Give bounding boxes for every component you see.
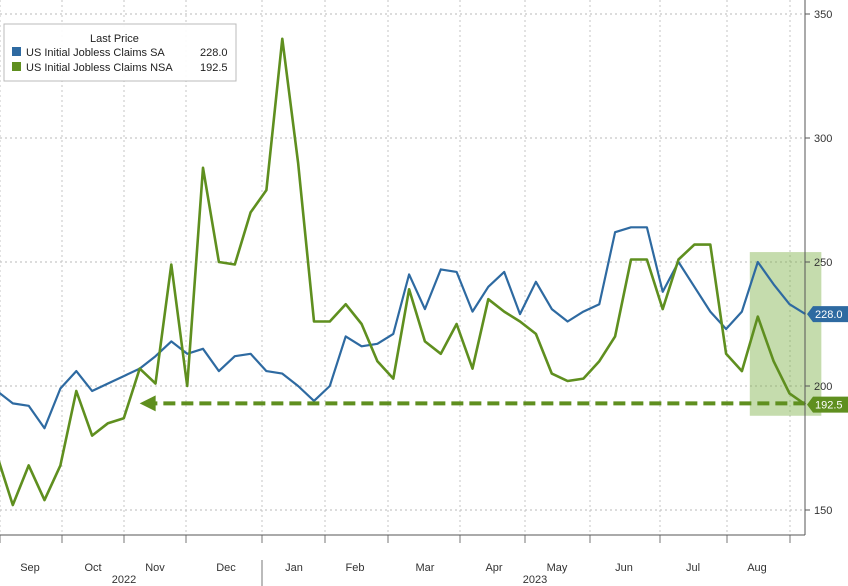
x-tick-label: Jun [615, 562, 633, 574]
highlight-region [749, 252, 822, 416]
x-tick-label: Sep [20, 562, 40, 574]
highlight-box [749, 252, 822, 416]
x-tick-label: Apr [485, 562, 502, 574]
x-tick-label: Jan [285, 562, 303, 574]
legend: Last Price US Initial Jobless Claims SA … [3, 23, 237, 82]
legend-value-sa: 228.0 [200, 47, 228, 59]
series-line-nsa [0, 37, 807, 507]
tag-label-nsa: 192.5 [815, 400, 843, 412]
series-lines [0, 37, 807, 507]
y-tick-label: 250 [814, 257, 832, 269]
x-tick-label: Dec [216, 562, 236, 574]
y-tick-label: 150 [814, 505, 832, 517]
trend-arrow [139, 395, 806, 412]
y-tick-label: 300 [814, 133, 832, 145]
legend-label-nsa: US Initial Jobless Claims NSA [26, 62, 173, 74]
series-line-sa [0, 226, 806, 430]
y-tick-label: 350 [814, 9, 832, 21]
y-tick-label: 200 [814, 381, 832, 393]
x-tick-label: Feb [346, 562, 365, 574]
legend-title: Last Price [90, 33, 139, 45]
legend-box [3, 23, 237, 82]
x-tick-label: Mar [416, 562, 435, 574]
grid [0, 0, 805, 535]
legend-label-sa: US Initial Jobless Claims SA [26, 47, 165, 59]
tag-nsa [807, 396, 848, 413]
legend-swatch-nsa [12, 62, 21, 71]
legend-value-nsa: 192.5 [200, 62, 228, 74]
tag-label-sa: 228.0 [815, 309, 843, 321]
x-tick-label: Aug [747, 562, 767, 574]
tag-sa [807, 306, 848, 323]
legend-swatch-sa [12, 47, 21, 56]
year-label: 2022 [112, 574, 136, 586]
x-tick-label: Jul [686, 562, 700, 574]
x-tick-label: Nov [145, 562, 165, 574]
x-tick-label: May [547, 562, 568, 574]
arrow-head [139, 395, 156, 412]
last-value-tags: 228.0 192.5 [807, 306, 848, 413]
x-tick-label: Oct [84, 562, 101, 574]
year-label: 2023 [523, 574, 547, 586]
